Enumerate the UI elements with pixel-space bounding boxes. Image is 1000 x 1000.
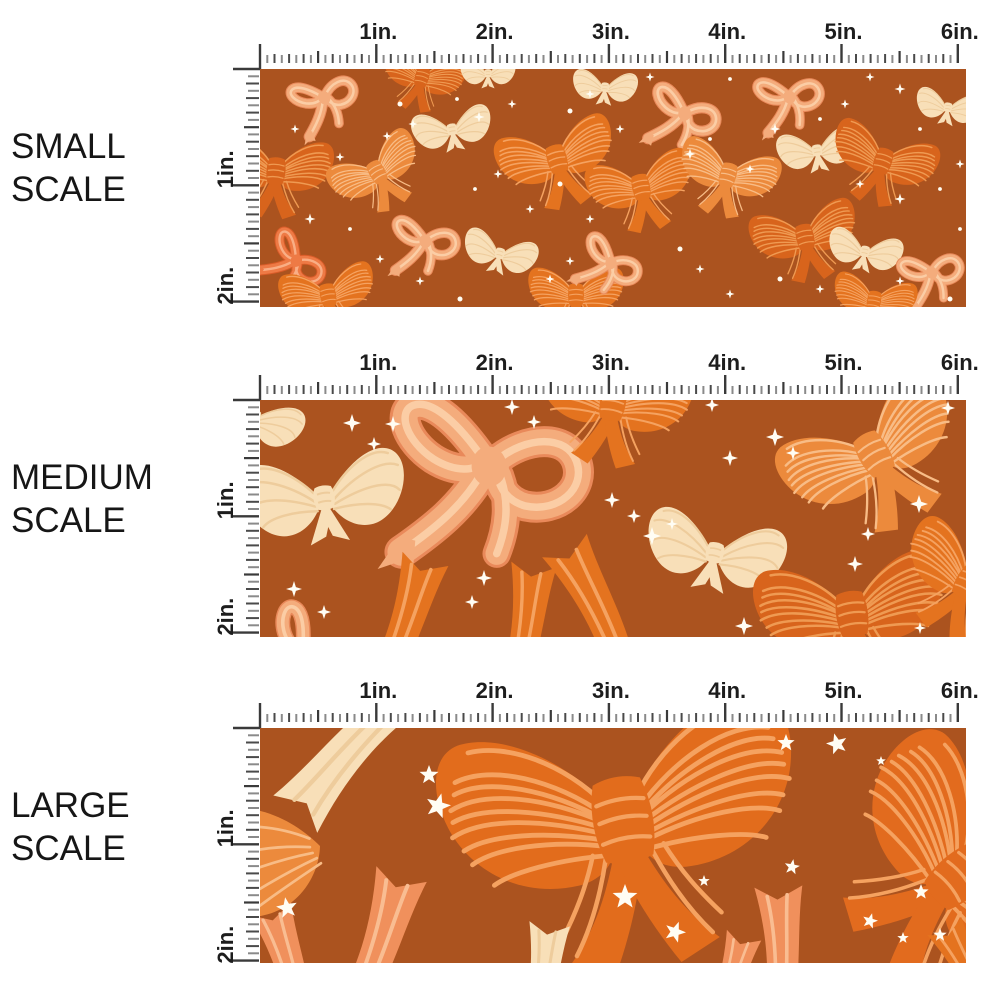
- svg-text:1in.: 1in.: [359, 19, 397, 44]
- svg-text:1in.: 1in.: [213, 150, 238, 188]
- svg-text:SCALE: SCALE: [11, 170, 126, 209]
- svg-text:1in.: 1in.: [213, 809, 238, 847]
- svg-text:2in.: 2in.: [476, 678, 514, 703]
- svg-text:SCALE: SCALE: [11, 501, 126, 540]
- svg-text:5in.: 5in.: [825, 678, 863, 703]
- svg-text:3in.: 3in.: [592, 350, 630, 375]
- svg-text:6in.: 6in.: [941, 19, 979, 44]
- svg-text:4in.: 4in.: [708, 350, 746, 375]
- svg-text:3in.: 3in.: [592, 19, 630, 44]
- svg-text:2in.: 2in.: [213, 598, 238, 636]
- svg-text:6in.: 6in.: [941, 678, 979, 703]
- svg-text:2in.: 2in.: [213, 926, 238, 964]
- svg-text:5in.: 5in.: [825, 19, 863, 44]
- svg-text:SCALE: SCALE: [11, 829, 126, 868]
- svg-text:1in.: 1in.: [359, 678, 397, 703]
- svg-text:6in.: 6in.: [941, 350, 979, 375]
- svg-text:1in.: 1in.: [213, 481, 238, 519]
- svg-text:2in.: 2in.: [476, 19, 514, 44]
- svg-text:2in.: 2in.: [476, 350, 514, 375]
- svg-text:5in.: 5in.: [825, 350, 863, 375]
- svg-text:SMALL: SMALL: [11, 127, 126, 166]
- svg-text:LARGE: LARGE: [11, 786, 130, 825]
- svg-text:4in.: 4in.: [708, 678, 746, 703]
- svg-text:3in.: 3in.: [592, 678, 630, 703]
- svg-text:MEDIUM: MEDIUM: [11, 458, 153, 497]
- svg-text:4in.: 4in.: [708, 19, 746, 44]
- svg-text:1in.: 1in.: [359, 350, 397, 375]
- svg-text:2in.: 2in.: [213, 267, 238, 305]
